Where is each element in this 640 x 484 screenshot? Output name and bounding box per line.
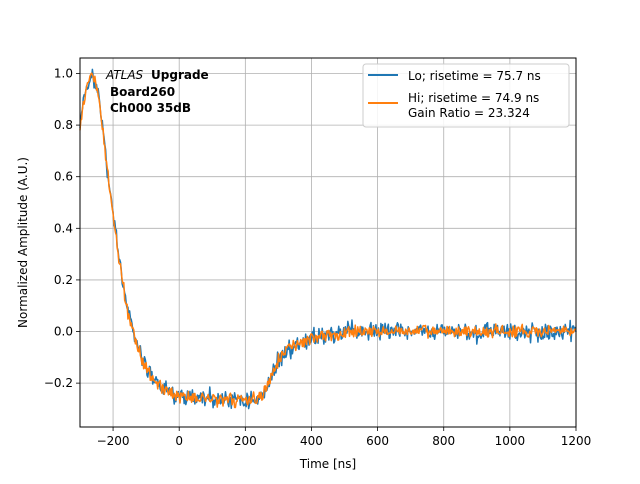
axis-ticks: −200 0 200 400 600 800 1000 1200 −0.2 0.0 0.2 0.4 0.… xyxy=(44,66,591,448)
y-tick-label: 1.0 xyxy=(54,66,73,80)
x-tick-label: 1000 xyxy=(495,434,526,448)
atlas-annotation: ATLAS Upgrade Board260 Ch000 35dB xyxy=(105,68,209,115)
legend-label-lo: Lo; risetime = 75.7 ns xyxy=(408,69,541,83)
y-tick-label: 0.0 xyxy=(54,325,73,339)
legend: Lo; risetime = 75.7 ns Hi; risetime = 74… xyxy=(362,63,570,128)
x-tick-label: 600 xyxy=(366,434,389,448)
y-tick-label: −0.2 xyxy=(44,376,73,390)
x-tick-label: 800 xyxy=(432,434,455,448)
series-line-hi xyxy=(79,72,577,409)
annotation-channel: Ch000 35dB xyxy=(110,101,191,115)
annotation-line-experiment: ATLAS Upgrade xyxy=(105,68,209,82)
y-tick-label: 0.2 xyxy=(54,273,73,287)
plot-frame xyxy=(79,57,577,428)
legend-box xyxy=(362,63,570,128)
legend-label-hi: Hi; risetime = 74.9 ns Gain Ratio = 23.3… xyxy=(408,91,543,120)
legend-label-hi-line-1: Hi; risetime = 74.9 ns xyxy=(408,91,539,105)
legend-label-hi-line-2: Gain Ratio = 23.324 xyxy=(408,106,530,120)
annotation-board: Board260 xyxy=(110,85,175,99)
annotation-upgrade: Upgrade xyxy=(151,68,209,82)
x-tick-label: 200 xyxy=(234,434,257,448)
x-tick-label: 1200 xyxy=(561,434,592,448)
x-tick-label: 400 xyxy=(300,434,323,448)
y-axis-title: Normalized Amplitude (A.U.) xyxy=(16,157,30,328)
series-layer xyxy=(79,68,577,410)
y-tick-label: 0.4 xyxy=(54,221,73,235)
y-tick-label: 0.6 xyxy=(54,170,73,184)
annotation-atlas: ATLAS xyxy=(105,68,144,82)
x-axis-title: Time [ns] xyxy=(299,457,356,471)
y-tick-label: 0.8 xyxy=(54,118,73,132)
x-tick-label: −200 xyxy=(97,434,130,448)
x-tick-label: 0 xyxy=(175,434,183,448)
